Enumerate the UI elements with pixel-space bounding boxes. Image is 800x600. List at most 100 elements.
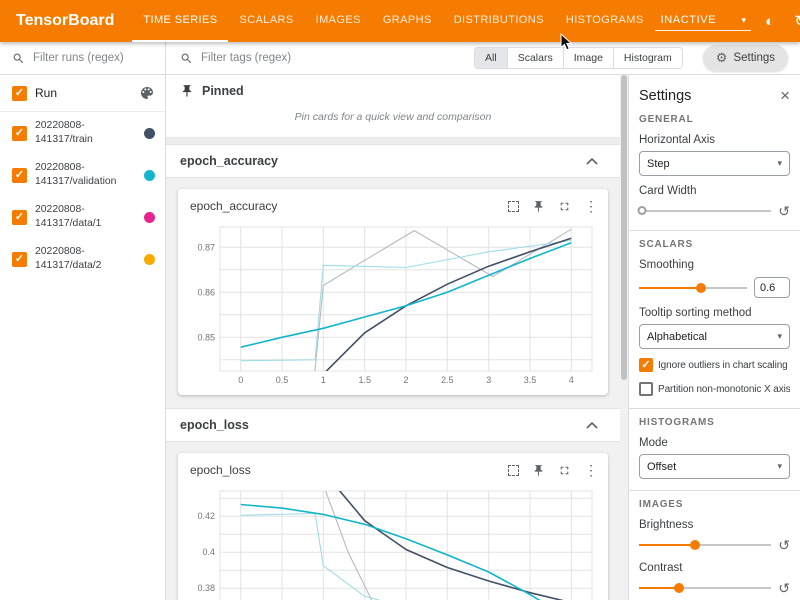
histogram-mode-label: Mode (639, 437, 668, 449)
fullscreen-icon[interactable] (558, 200, 571, 213)
section-header-epoch-loss[interactable]: epoch_loss (166, 408, 620, 442)
tag-filter-bar: Filter tags (regex) All Scalars Image Hi… (166, 42, 800, 75)
more-options-icon[interactable]: ⋮ (584, 197, 598, 214)
pinned-empty-note: Pin cards for a quick view and compariso… (166, 107, 620, 138)
histogram-mode-select[interactable]: Offset ▾ (639, 454, 790, 479)
tab-images[interactable]: IMAGES (315, 14, 361, 26)
settings-button[interactable]: ⚙ Settings (702, 45, 788, 71)
tab-graphs[interactable]: GRAPHS (382, 14, 432, 26)
fit-to-data-icon[interactable] (508, 200, 519, 212)
smoothing-input[interactable] (754, 277, 790, 298)
filter-scalars-button[interactable]: Scalars (506, 48, 563, 68)
check-icon: ✓ (641, 358, 651, 371)
fullscreen-icon[interactable] (558, 464, 571, 477)
select-value: Step (647, 157, 670, 170)
ignore-outliers-label: Ignore outliers in chart scaling (658, 359, 788, 371)
pin-card-icon[interactable] (532, 200, 545, 213)
filter-all-button[interactable]: All (475, 48, 507, 68)
card-width-slider[interactable] (637, 203, 772, 219)
brightness-slider[interactable] (639, 537, 772, 553)
main-scrollbar[interactable] (620, 75, 628, 600)
pin-icon (182, 85, 192, 97)
filter-histogram-button[interactable]: Histogram (612, 48, 682, 68)
horizontal-axis-select[interactable]: Step ▾ (639, 151, 790, 176)
tab-scalars[interactable]: SCALARS (239, 14, 294, 26)
filter-image-button[interactable]: Image (562, 48, 613, 68)
contrast-slider[interactable] (639, 580, 772, 596)
svg-text:3: 3 (486, 375, 491, 385)
ignore-outliers-checkbox[interactable]: ✓ (639, 358, 653, 372)
svg-text:2.5: 2.5 (441, 375, 454, 385)
svg-text:3.5: 3.5 (524, 375, 537, 385)
reset-icon[interactable]: ↺ (778, 580, 790, 596)
tab-distributions[interactable]: DISTRIBUTIONS (453, 14, 544, 26)
contrast-label: Contrast (639, 562, 683, 574)
tab-time-series[interactable]: TIME SERIES (132, 0, 229, 42)
run-name: 20220808-141317/data/2 (35, 246, 102, 272)
reset-icon[interactable]: ↺ (778, 537, 790, 553)
reload-status-dropdown[interactable]: INACTIVE ▾ (654, 11, 751, 31)
scrollbar-thumb[interactable] (621, 75, 627, 380)
runs-header-row: ✓ Run (0, 75, 165, 112)
svg-text:1: 1 (321, 375, 326, 385)
svg-text:0: 0 (238, 375, 243, 385)
run-color-dot (144, 253, 155, 265)
runs-filter-field[interactable]: Filter runs (regex) (0, 42, 165, 75)
partition-x-axis-checkbox[interactable] (639, 382, 653, 396)
svg-text:0.42: 0.42 (197, 511, 215, 521)
section-header-epoch-accuracy[interactable]: epoch_accuracy (166, 144, 620, 178)
images-section-label: IMAGES (639, 499, 684, 510)
ignore-outliers-row[interactable]: ✓ Ignore outliers in chart scaling (639, 358, 790, 372)
svg-text:0.38: 0.38 (197, 583, 215, 593)
partition-x-axis-row[interactable]: Partition non-monotonic X axisⓘ (639, 381, 790, 397)
app-title: TensorBoard (16, 12, 115, 29)
run-row-validation[interactable]: ✓ 20220808-141317/validation (0, 154, 165, 196)
svg-text:0.85: 0.85 (197, 332, 215, 342)
run-name: 20220808-141317/data/1 (35, 204, 102, 230)
caret-down-icon: ▾ (777, 158, 782, 168)
chevron-up-icon[interactable] (586, 157, 598, 165)
run-row-train[interactable]: ✓ 20220808-141317/train (0, 112, 165, 154)
run-checkbox[interactable]: ✓ (12, 125, 27, 141)
settings-panel: Settings × GENERAL Horizontal Axis Step … (628, 75, 800, 600)
card-title: epoch_accuracy (190, 199, 278, 213)
chevron-up-icon[interactable] (586, 421, 598, 429)
partition-x-axis-label: Partition non-monotonic X axisⓘ (658, 383, 790, 395)
tab-histograms[interactable]: HISTOGRAMS (565, 14, 644, 26)
tooltip-sorting-select[interactable]: Alphabetical ▾ (639, 324, 790, 349)
section-title: epoch_accuracy (180, 154, 278, 168)
section-title: epoch_loss (180, 418, 249, 432)
section-body-epoch-loss: epoch_loss ⋮ (166, 442, 620, 600)
check-icon: ✓ (14, 126, 25, 139)
run-color-dot (144, 127, 155, 139)
pin-card-icon[interactable] (532, 464, 545, 477)
run-checkbox[interactable]: ✓ (12, 167, 27, 183)
caret-down-icon: ▾ (777, 461, 782, 471)
run-name: 20220808-141317/validation (35, 162, 117, 188)
search-icon (13, 53, 24, 63)
close-icon[interactable]: × (780, 86, 790, 105)
reset-icon[interactable]: ↺ (778, 203, 790, 219)
refresh-icon[interactable]: ↻ (789, 9, 800, 33)
run-checkbox[interactable]: ✓ (12, 251, 27, 267)
palette-icon[interactable] (139, 85, 155, 101)
run-row-data-2[interactable]: ✓ 20220808-141317/data/2 (0, 238, 165, 280)
pinned-title: Pinned (202, 84, 244, 98)
epoch-accuracy-chart[interactable]: 0 0.5 1 1.5 2 2.5 3 3.5 4 0.85 0.86 0.87 (184, 221, 602, 389)
scalar-card-epoch-accuracy: epoch_accuracy ⋮ (178, 189, 608, 395)
cards-area: Pinned Pin cards for a quick view and co… (166, 75, 628, 600)
more-options-icon[interactable]: ⋮ (584, 461, 598, 478)
header-actions: INACTIVE ▾ ◐ ↻ ⚙ ? (654, 0, 800, 42)
run-row-data-1[interactable]: ✓ 20220808-141317/data/1 (0, 196, 165, 238)
select-all-runs-checkbox[interactable]: ✓ (12, 85, 27, 101)
brightness-label: Brightness (639, 519, 694, 531)
fit-to-data-icon[interactable] (508, 464, 519, 476)
svg-text:0.86: 0.86 (197, 287, 215, 297)
histograms-section-label: HISTOGRAMS (639, 417, 715, 428)
tag-filter-placeholder[interactable]: Filter tags (regex) (201, 52, 292, 64)
epoch-loss-chart[interactable]: 00.511.522.533.540.420.40.380.36 (184, 485, 602, 600)
smoothing-slider[interactable] (639, 280, 747, 296)
smoothing-label: Smoothing (639, 259, 694, 271)
run-checkbox[interactable]: ✓ (12, 209, 27, 225)
theme-contrast-icon[interactable]: ◐ (765, 12, 775, 30)
